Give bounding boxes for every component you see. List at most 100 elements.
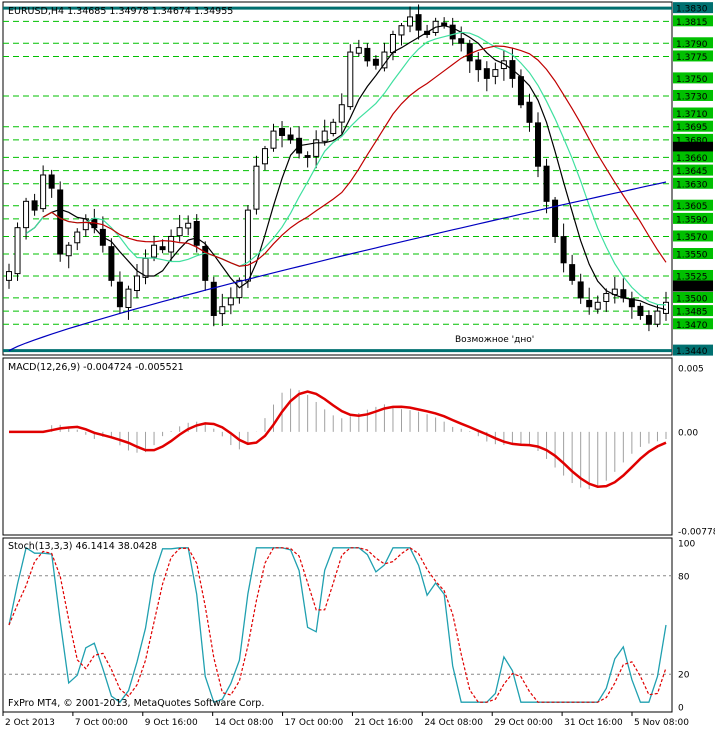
candle-body	[483, 68, 490, 79]
price-tag	[673, 50, 713, 62]
price-tag	[673, 141, 713, 153]
price-tag	[673, 177, 713, 189]
price-tag	[673, 151, 713, 163]
price-tag	[673, 2, 713, 14]
candle-body	[227, 297, 234, 306]
time-axis-label: 2 Oct 2013	[5, 718, 55, 728]
candle-body	[415, 14, 422, 31]
candle-body	[458, 38, 465, 44]
candle-body	[202, 245, 209, 281]
price-tag	[673, 280, 713, 292]
time-axis-label: 21 Oct 16:00	[354, 718, 413, 728]
ma-mid-line	[25, 31, 667, 306]
candle-body	[133, 275, 140, 292]
time-axis-label: 5 Nov 08:00	[634, 718, 689, 728]
price-axis-label: 1.3660	[676, 154, 708, 164]
candle-body	[236, 279, 243, 299]
candle-body	[270, 130, 277, 149]
price-tag	[673, 305, 713, 317]
main-chart-title: EURUSD,H4 1.34685 1.34978 1.34674 1.3495…	[8, 6, 233, 17]
price-axis-label: 1.3775	[676, 53, 708, 63]
price-axis-label: 1.3710	[676, 110, 708, 120]
candle-body	[48, 174, 55, 189]
candle-body	[500, 60, 507, 70]
price-axis-label: 1.3790	[676, 40, 708, 50]
price-axis-label: 1.3525	[676, 272, 708, 282]
candle-body	[57, 189, 64, 255]
candle-body	[176, 227, 183, 237]
candle-body	[603, 293, 610, 302]
price-tag	[673, 120, 713, 132]
price-tag	[673, 269, 713, 281]
candle-body	[14, 227, 21, 275]
candle-body	[372, 58, 379, 66]
price-axis-label: 1.3830	[676, 5, 708, 15]
candle-body	[535, 122, 542, 167]
candle-body	[517, 76, 524, 106]
candle-body	[159, 246, 166, 251]
price-tag	[673, 199, 713, 211]
price-tag	[673, 133, 713, 145]
macd-axis-label: 0.00	[678, 428, 698, 438]
candle-body	[330, 121, 337, 135]
time-axis-label: 7 Oct 00:00	[75, 718, 128, 728]
stoch-axis-label: 20	[678, 671, 690, 681]
candle-body	[6, 271, 12, 281]
candle-body	[560, 236, 567, 264]
price-panel-frame	[2, 1, 673, 356]
candle-body	[347, 51, 354, 108]
time-axis-label: 31 Oct 16:00	[564, 718, 623, 728]
candle-body	[577, 281, 584, 299]
candle-body	[279, 127, 286, 136]
macd-axis-label: -0.00778	[678, 527, 715, 537]
price-tag	[673, 212, 713, 224]
price-tag	[673, 318, 713, 330]
macd-panel-frame	[2, 357, 673, 536]
candle-body	[210, 281, 217, 316]
candle-body	[398, 25, 405, 36]
candle-body	[594, 301, 601, 310]
candle-body	[108, 246, 115, 281]
stoch-title: Stoch(13,3,3) 46.1414 38.0428	[8, 541, 157, 552]
price-axis-label: 1.3630	[676, 180, 708, 190]
candle-body	[637, 305, 644, 316]
price-axis-label: 1.3440	[676, 347, 708, 357]
candle-body	[526, 101, 533, 123]
price-axis-label: 1.3485	[676, 308, 708, 318]
price-tag	[673, 344, 713, 356]
candle-body	[313, 139, 320, 157]
candle-body	[449, 24, 456, 40]
price-axis-label: 1.3470	[676, 321, 708, 331]
copyright-text: FxPro MT4, © 2001-2013, MetaQuotes Softw…	[8, 698, 264, 709]
price-axis-label: 1.3590	[676, 215, 708, 225]
stoch-signal-line	[8, 547, 667, 703]
price-tag	[673, 37, 713, 49]
price-axis-label: 1.3500	[676, 294, 708, 304]
candle-body	[663, 301, 669, 314]
candle-body	[253, 165, 260, 210]
candle-body	[125, 288, 132, 308]
candle-body	[168, 235, 175, 253]
candle-body	[287, 134, 294, 141]
price-tag	[673, 248, 713, 260]
price-axis-label: 1.3605	[676, 202, 708, 212]
price-tag	[673, 291, 713, 303]
candle-body	[569, 264, 576, 281]
time-axis-label: 14 Oct 08:00	[215, 718, 274, 728]
price-tag	[673, 15, 713, 27]
price-axis-label: 1.3671	[676, 144, 708, 154]
price-tag	[673, 107, 713, 119]
candle-body	[151, 244, 158, 258]
macd-title: MACD(12,26,9) -0.004724 -0.005521	[8, 362, 184, 373]
candle-body	[355, 47, 362, 54]
time-axis-label: 9 Oct 16:00	[145, 718, 198, 728]
price-axis-label: 1.3570	[676, 233, 708, 243]
price-axis-label: 1.3513	[676, 283, 708, 293]
time-axis-label: 17 Oct 00:00	[285, 718, 344, 728]
candle-body	[475, 59, 482, 71]
price-axis-label: 1.3815	[676, 18, 708, 28]
candle-body	[407, 16, 414, 27]
price-axis-label: 1.3750	[676, 75, 708, 85]
candle-body	[304, 155, 311, 158]
